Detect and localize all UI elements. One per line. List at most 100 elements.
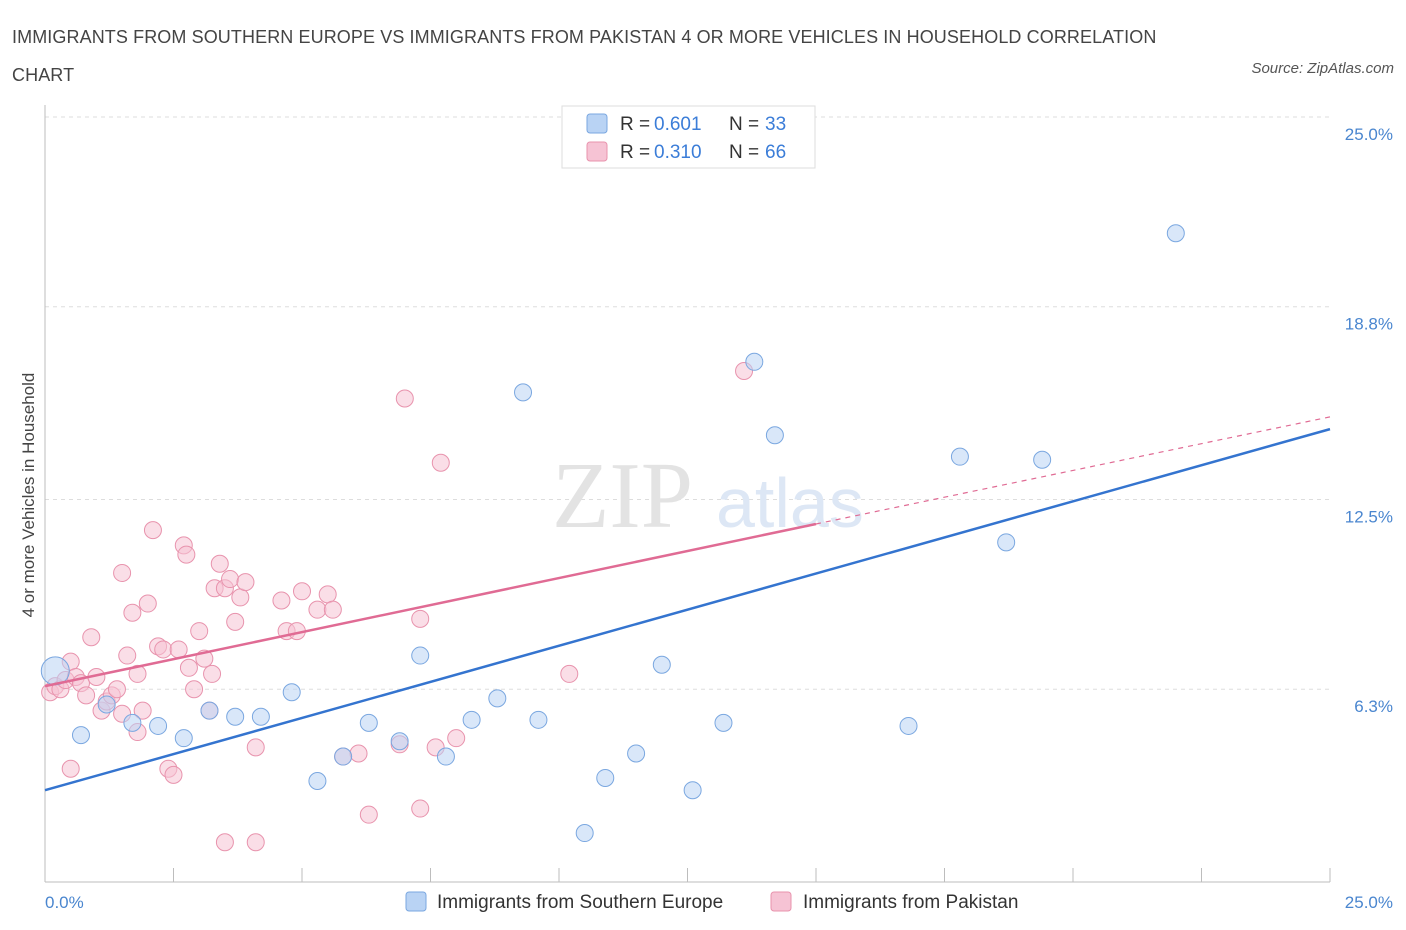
data-point-southern-europe (997, 533, 1016, 552)
data-point-pakistan (185, 680, 204, 699)
data-point-pakistan (177, 545, 196, 564)
y-axis-tick-labels: 6.3% 12.5% 18.8% 25.0% (1345, 125, 1393, 716)
data-point-pakistan (236, 573, 255, 592)
x-tick-label-max: 25.0% (1345, 893, 1393, 912)
data-point-southern-europe (123, 713, 142, 732)
stats-n-label-pink: N = (729, 142, 764, 163)
data-point-southern-europe (575, 824, 594, 843)
data-point-pakistan (231, 588, 250, 607)
data-point-pakistan (123, 603, 142, 622)
data-point-pakistan (447, 729, 466, 748)
data-point-southern-europe (251, 707, 270, 726)
data-point-pakistan (272, 591, 291, 610)
y-tick-label: 12.5% (1345, 508, 1393, 527)
stats-r-value-pink: 0.310 (654, 142, 702, 163)
data-point-southern-europe (1033, 450, 1052, 469)
stats-r-label-pink: R = (620, 142, 655, 163)
data-point-southern-europe (359, 713, 378, 732)
watermark-zip: ZIP (552, 444, 693, 548)
data-point-pakistan (179, 658, 198, 677)
data-point-pakistan (77, 686, 96, 705)
data-point-pakistan (164, 765, 183, 784)
data-point-pakistan (411, 609, 430, 628)
data-point-southern-europe (514, 383, 533, 402)
data-point-pakistan (154, 640, 173, 659)
x-axis-ticks (173, 868, 1331, 882)
data-point-pakistan (107, 680, 126, 699)
data-point-southern-europe (462, 710, 481, 729)
legend-swatch-pakistan (770, 891, 792, 912)
series-legend: Immigrants from Southern Europe Immigran… (405, 891, 1018, 913)
data-point-pakistan (226, 612, 245, 631)
y-axis-label: 4 or more Vehicles in Household (19, 373, 38, 618)
y-tick-label: 25.0% (1345, 125, 1393, 144)
chart-title: IMMIGRANTS FROM SOUTHERN EUROPE VS IMMIG… (12, 27, 1157, 85)
data-point-pakistan (203, 664, 222, 683)
data-point-southern-europe (97, 695, 116, 714)
data-point-pakistan (143, 521, 162, 540)
data-point-southern-europe (745, 352, 764, 371)
data-point-southern-europe (627, 744, 646, 763)
data-point-pakistan (215, 833, 234, 852)
data-point-southern-europe (652, 655, 671, 674)
data-point-pakistan (431, 453, 450, 472)
data-point-pakistan (169, 640, 188, 659)
y-tick-label: 6.3% (1354, 697, 1393, 716)
stats-swatch-pink (586, 141, 608, 162)
source-label: Source: ZipAtlas.com (1251, 60, 1394, 77)
data-point-pakistan (190, 622, 209, 641)
data-point-southern-europe (334, 747, 353, 766)
data-point-southern-europe (149, 716, 168, 735)
trend-lines (44, 416, 1331, 792)
data-point-pakistan (349, 744, 368, 763)
data-point-southern-europe (174, 729, 193, 748)
data-point-pakistan (210, 554, 229, 573)
data-point-pakistan (323, 600, 342, 619)
data-point-southern-europe (226, 707, 245, 726)
data-point-pakistan (411, 799, 430, 818)
data-point-pakistan (221, 570, 240, 589)
stats-n-label-blue: N = (729, 114, 764, 135)
data-point-southern-europe (714, 713, 733, 732)
stats-n-value-blue: 33 (765, 114, 786, 135)
data-point-pakistan (133, 701, 152, 720)
y-tick-label: 18.8% (1345, 315, 1393, 334)
data-point-southern-europe (529, 710, 548, 729)
series-southern-europe-points (40, 224, 1185, 843)
data-point-southern-europe (899, 716, 918, 735)
stats-n-value-pink: 66 (765, 142, 786, 163)
data-point-southern-europe (765, 426, 784, 445)
data-point-southern-europe (436, 747, 455, 766)
data-point-pakistan (359, 805, 378, 824)
data-point-southern-europe (1166, 224, 1185, 243)
legend-label-southern-europe: Immigrants from Southern Europe (437, 892, 723, 913)
stats-legend: R = 0.601 N = 33 R = 0.310 N = 66 (561, 105, 816, 169)
stats-swatch-blue (586, 113, 608, 134)
data-point-southern-europe (683, 781, 702, 800)
data-point-pakistan (293, 582, 311, 601)
data-point-southern-europe (488, 689, 507, 708)
stats-r-value-blue: 0.601 (654, 114, 702, 135)
trend-line-southern-europe (44, 427, 1331, 792)
data-point-pakistan (560, 664, 579, 683)
x-tick-label-min: 0.0% (45, 893, 84, 912)
data-point-southern-europe (596, 768, 615, 787)
trend-line-pakistan-extension (815, 416, 1331, 525)
data-point-pakistan (308, 600, 327, 619)
data-point-pakistan (128, 664, 147, 683)
trend-line-pakistan (44, 522, 817, 688)
data-point-pakistan (61, 759, 80, 778)
data-point-southern-europe (411, 646, 430, 665)
data-point-southern-europe (308, 772, 327, 791)
data-point-pakistan (318, 585, 337, 604)
series-pakistan-points (41, 361, 754, 852)
data-point-pakistan (246, 833, 265, 852)
data-point-pakistan (395, 389, 414, 408)
data-point-southern-europe (390, 732, 409, 751)
data-point-southern-europe (282, 683, 301, 702)
data-point-pakistan (118, 646, 137, 665)
data-point-southern-europe (950, 447, 969, 466)
data-point-pakistan (246, 738, 265, 757)
stats-r-label-blue: R = (620, 114, 655, 135)
